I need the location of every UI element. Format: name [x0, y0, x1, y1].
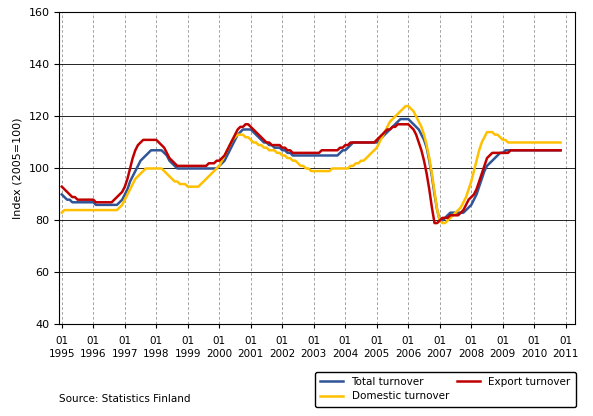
Text: 2001: 2001	[238, 349, 264, 359]
Export turnover	[557, 148, 564, 153]
Text: 01: 01	[244, 336, 257, 346]
Text: 01: 01	[213, 336, 226, 346]
Text: 2009: 2009	[490, 349, 516, 359]
Text: 1996: 1996	[80, 349, 107, 359]
Domestic turnover	[407, 106, 415, 111]
Text: 01: 01	[55, 336, 68, 346]
Text: 2010: 2010	[521, 349, 547, 359]
Text: 2006: 2006	[395, 349, 422, 359]
Export turnover	[334, 148, 341, 153]
Text: 1995: 1995	[49, 349, 75, 359]
Total turnover	[436, 218, 444, 223]
Text: 01: 01	[559, 336, 572, 346]
Text: 01: 01	[465, 336, 478, 346]
Text: 01: 01	[528, 336, 541, 346]
Text: 1999: 1999	[174, 349, 201, 359]
Text: 01: 01	[150, 336, 163, 346]
Total turnover	[400, 116, 407, 121]
Text: 1997: 1997	[111, 349, 138, 359]
Total turnover	[557, 148, 564, 153]
Text: 01: 01	[276, 336, 289, 346]
Legend: Total turnover, Domestic turnover, Export turnover: Total turnover, Domestic turnover, Expor…	[315, 372, 576, 406]
Text: 01: 01	[496, 336, 509, 346]
Export turnover	[436, 218, 444, 223]
Export turnover	[242, 122, 249, 127]
Text: 01: 01	[433, 336, 447, 346]
Total turnover	[331, 153, 339, 158]
Domestic turnover	[397, 109, 404, 114]
Domestic turnover	[158, 166, 165, 171]
Domestic turnover	[331, 166, 339, 171]
Text: 2004: 2004	[332, 349, 358, 359]
Text: Source: Statistics Finland: Source: Statistics Finland	[59, 394, 191, 404]
Export turnover	[407, 124, 415, 129]
Text: 2000: 2000	[206, 349, 232, 359]
Text: 1998: 1998	[143, 349, 170, 359]
Text: 01: 01	[118, 336, 132, 346]
Text: 2003: 2003	[301, 349, 327, 359]
Domestic turnover	[418, 124, 425, 129]
Export turnover	[58, 184, 65, 189]
Text: 2007: 2007	[426, 349, 453, 359]
Total turnover	[418, 132, 425, 137]
Text: 2002: 2002	[269, 349, 295, 359]
Text: 01: 01	[339, 336, 352, 346]
Export turnover	[431, 220, 438, 225]
Total turnover	[397, 116, 404, 121]
Export turnover	[400, 122, 407, 127]
Text: 2005: 2005	[364, 349, 390, 359]
Domestic turnover	[433, 208, 441, 213]
Total turnover	[58, 192, 65, 197]
Text: 01: 01	[370, 336, 383, 346]
Text: 01: 01	[181, 336, 195, 346]
Line: Total turnover: Total turnover	[62, 119, 560, 220]
Export turnover	[418, 148, 425, 153]
Total turnover	[158, 148, 165, 153]
Line: Export turnover: Export turnover	[62, 124, 560, 223]
Total turnover	[407, 119, 415, 124]
Text: 2008: 2008	[458, 349, 484, 359]
Export turnover	[158, 143, 165, 148]
Domestic turnover	[402, 104, 409, 109]
Domestic turnover	[58, 210, 65, 215]
Line: Domestic turnover: Domestic turnover	[62, 106, 560, 223]
Text: 01: 01	[307, 336, 320, 346]
Total turnover	[433, 208, 441, 213]
Y-axis label: Index (2005=100): Index (2005=100)	[13, 118, 23, 219]
Domestic turnover	[557, 140, 564, 145]
Text: 2011: 2011	[553, 349, 579, 359]
Domestic turnover	[439, 220, 446, 225]
Text: 01: 01	[401, 336, 415, 346]
Text: 01: 01	[87, 336, 100, 346]
